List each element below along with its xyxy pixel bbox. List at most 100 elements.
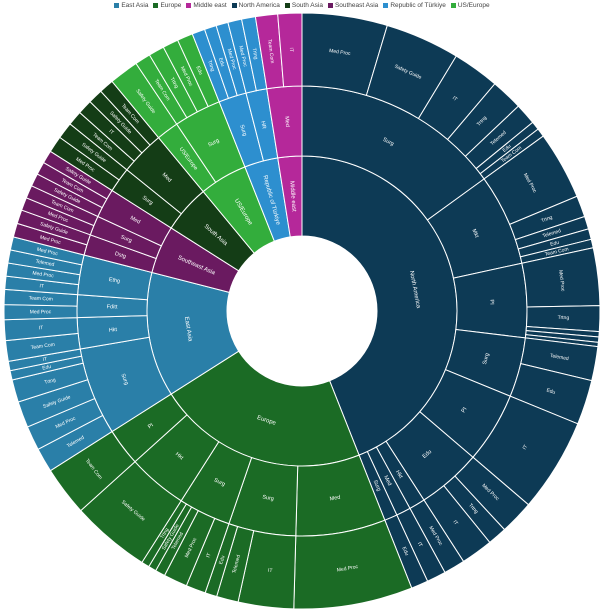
legend-item[interactable]: South Asia — [284, 1, 323, 9]
segment-label: IT — [39, 325, 44, 331]
segment-label: Hkt — [109, 327, 118, 334]
segment-label: Surg — [382, 137, 395, 148]
segment-label: Med Proc — [237, 45, 248, 68]
chart-legend: East Asia Europe Middle east North America S… — [0, 0, 604, 10]
legend-label: South Asia — [291, 1, 323, 9]
segment-label: Med Proc — [557, 270, 565, 292]
segment-label: IT — [451, 95, 458, 102]
legend-swatch — [284, 2, 290, 8]
legend-item[interactable]: Republic of Türkiye — [383, 2, 446, 9]
segment-label: Team Com — [31, 342, 56, 351]
legend-label: Middle east — [193, 1, 227, 9]
segment-label: Med Proc — [39, 235, 62, 247]
segment-label: Surg — [120, 234, 133, 244]
segment-label: Trtng — [251, 48, 259, 61]
segment-label: Dstg — [114, 251, 127, 260]
segment-label: Surg — [262, 494, 275, 502]
legend-item[interactable]: North America — [231, 1, 280, 9]
legend-item[interactable]: East Asia — [114, 2, 148, 9]
legend-label: Europe — [160, 1, 182, 9]
segment-label: IT — [416, 541, 423, 548]
legend-label: North America — [238, 1, 280, 9]
segment-label: Med Proc — [36, 247, 59, 258]
segment-label: Med Proc — [226, 48, 238, 71]
legend-label: US/Europe — [457, 1, 490, 9]
segment-label: Med — [161, 172, 173, 184]
segment-label: Surg — [213, 477, 226, 487]
segment-label: Edu — [400, 546, 409, 557]
segment-label: PI — [488, 299, 494, 305]
segment-label: Team Com — [29, 295, 53, 302]
segment-label: Ethg — [108, 277, 120, 285]
segment-label: IT — [205, 552, 212, 558]
legend-swatch — [450, 2, 456, 8]
segment-label: IT — [107, 129, 114, 136]
legend-swatch — [327, 2, 333, 8]
segment-label: Trtng — [558, 315, 570, 321]
segment-label: Edu — [194, 65, 203, 76]
segment-label: Edu — [546, 387, 557, 396]
segment-label: Telemed — [542, 228, 562, 239]
legend-swatch — [186, 2, 192, 8]
legend-label: Southeast Asia — [334, 1, 379, 9]
segment-label: Edu — [422, 449, 433, 460]
legend-swatch — [231, 2, 237, 8]
segment-label: Edu — [42, 364, 52, 372]
legend-swatch — [114, 2, 120, 8]
segment-label: Trtng — [541, 215, 554, 225]
legend-swatch — [153, 2, 159, 8]
segment-label: Telemed — [35, 259, 55, 268]
segment-label: East Asia — [183, 316, 193, 342]
segment-label: Edu — [218, 555, 227, 566]
segment-label: Middle east — [288, 181, 296, 212]
segment-label: HR — [259, 121, 266, 130]
segment-label: Surg — [482, 353, 491, 366]
segment-label: Telemed — [549, 353, 569, 362]
legend-item[interactable]: Southeast Asia — [327, 1, 379, 9]
segment-label: IT — [522, 444, 529, 451]
segment-label: Europe — [256, 415, 277, 427]
segment-label: Mkt — [470, 228, 479, 239]
segment-label: PI — [461, 406, 469, 414]
segment-label: IT — [42, 356, 47, 363]
legend-item[interactable]: US/Europe — [450, 1, 490, 9]
segment-label: Team Com — [266, 39, 275, 64]
segment-label: Med Proc — [336, 564, 359, 574]
segment-label: Surg — [238, 124, 247, 137]
segment-label: Med Proc — [30, 309, 52, 315]
segment-label: IT — [268, 568, 273, 574]
segment-label: Med — [382, 475, 392, 487]
legend-item[interactable]: Europe — [153, 2, 181, 9]
segment-label: Hkt — [174, 451, 185, 461]
segment-label: Med — [283, 116, 290, 127]
segment-label: Edu — [502, 143, 513, 153]
segment-label: Telemed — [231, 554, 242, 574]
segment-label: Edu — [217, 57, 226, 68]
segment-label: Trtng — [206, 59, 216, 72]
legend-swatch — [383, 2, 389, 8]
legend-label: East Asia — [121, 1, 149, 9]
segment-label: Surg — [119, 373, 129, 386]
segment-label: Fditt — [107, 304, 118, 310]
segment-label: IT — [451, 519, 458, 526]
segment-label: IT — [288, 47, 294, 52]
segment-label: IT — [39, 283, 44, 289]
segment-label: Team Com — [544, 246, 569, 257]
segment-label: Med — [129, 215, 141, 225]
segment-label: Med — [329, 495, 341, 503]
legend-item[interactable]: Middle east — [186, 1, 227, 9]
segment-label: Surg — [141, 195, 154, 207]
segment-label: PI — [147, 422, 155, 430]
segment-label: Med Proc — [329, 48, 352, 57]
item-segment[interactable] — [277, 12, 303, 88]
segment-label: Edu — [550, 240, 560, 248]
segment-label: Med Proc — [32, 270, 55, 279]
legend-label: Republic of Türkiye — [390, 1, 446, 9]
segment-label: Trtng — [44, 377, 57, 386]
segment-label: Hkt — [394, 469, 404, 480]
segment-label: Surg — [372, 479, 382, 492]
segment-label: Trtng — [169, 77, 180, 90]
segment-label: Surg — [207, 138, 220, 149]
segment-label: Trtng — [159, 527, 170, 540]
